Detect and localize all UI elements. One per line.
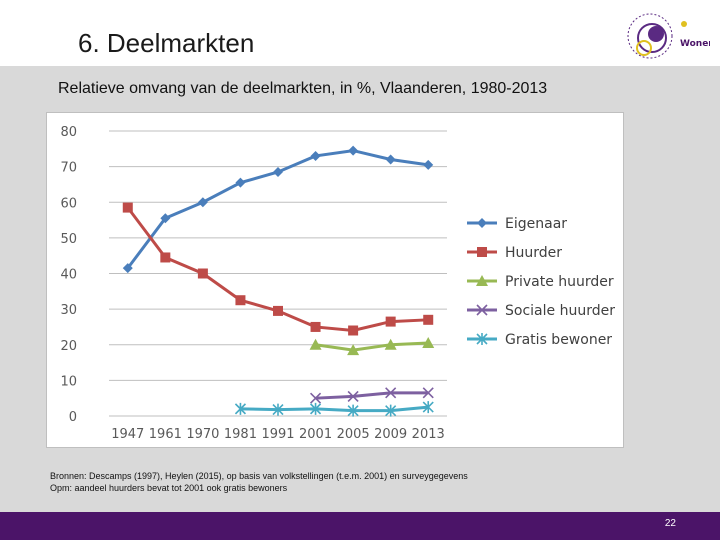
x-tick-label: 2013 xyxy=(412,427,445,442)
content-area: Relatieve omvang van de deelmarkten, in … xyxy=(0,66,720,512)
data-point-eigenaar xyxy=(385,154,396,165)
remark-note: Opm: aandeel huurders bevat tot 2001 ook… xyxy=(50,483,288,493)
data-point-huurder xyxy=(348,325,359,336)
y-tick-label: 80 xyxy=(60,125,77,140)
data-point-private-huurder xyxy=(347,344,360,356)
data-point-gratis-bewoner xyxy=(385,404,397,417)
data-point-huurder xyxy=(310,321,321,332)
data-point-huurder xyxy=(197,268,208,279)
y-tick-label: 20 xyxy=(60,339,77,354)
y-tick-label: 30 xyxy=(60,303,77,318)
data-point-gratis-bewoner xyxy=(234,402,247,415)
legend-marker-private-huurder xyxy=(476,275,488,286)
data-point-eigenaar xyxy=(273,166,283,177)
data-point-private-huurder xyxy=(384,338,397,350)
x-tick-label: 1961 xyxy=(149,427,182,442)
series-line-gratis-bewoner xyxy=(240,405,429,413)
legend-label-huurder: Huurder xyxy=(505,245,562,261)
data-point-sociale-huurder xyxy=(422,387,434,399)
data-point-huurder xyxy=(122,202,133,213)
data-point-gratis-bewoner xyxy=(309,402,322,415)
data-point-eigenaar xyxy=(235,177,246,188)
y-tick-label: 40 xyxy=(60,268,77,283)
x-tick-label: 1981 xyxy=(224,427,257,442)
data-point-huurder xyxy=(160,252,171,263)
legend-marker-huurder xyxy=(477,247,487,257)
data-point-eigenaar xyxy=(197,197,208,208)
data-point-huurder xyxy=(273,305,283,316)
wonen-logo: Wonen xyxy=(614,6,715,64)
x-tick-label: 2001 xyxy=(299,427,332,442)
slide-title: 6. Deelmarkten xyxy=(78,28,255,58)
x-tick-label: 2009 xyxy=(374,427,407,442)
data-point-eigenaar xyxy=(423,159,434,170)
legend-marker-eigenaar xyxy=(477,218,487,228)
data-point-gratis-bewoner xyxy=(422,401,434,414)
data-point-eigenaar xyxy=(122,263,133,274)
data-point-sociale-huurder xyxy=(309,392,322,404)
series-line-private-huurder xyxy=(315,341,429,352)
x-tick-label: 1970 xyxy=(186,427,219,442)
y-tick-label: 50 xyxy=(60,232,77,247)
data-point-sociale-huurder xyxy=(385,387,397,399)
data-point-gratis-bewoner xyxy=(272,403,284,416)
data-point-huurder xyxy=(235,295,246,306)
y-tick-label: 10 xyxy=(60,374,77,389)
line-chart: 0 10 20 30 40 50 60 70 80 1947 1961 1970 1981 1991 200… xyxy=(60,125,615,442)
legend-label-gratis-bewoner: Gratis bewoner xyxy=(505,332,612,348)
page-number: 22 xyxy=(664,518,676,529)
footer-bar: 22 xyxy=(0,512,720,540)
legend-label-private-huurder: Private huurder xyxy=(505,274,614,290)
y-tick-label: 0 xyxy=(69,410,77,425)
data-point-gratis-bewoner xyxy=(347,404,359,417)
logo-text: Wonen xyxy=(680,39,710,49)
legend-label-eigenaar: Eigenaar xyxy=(505,216,567,232)
data-point-sociale-huurder xyxy=(347,390,359,402)
data-point-huurder xyxy=(385,316,396,327)
y-tick-label: 70 xyxy=(60,161,77,176)
series-line-sociale-huurder xyxy=(315,391,429,400)
x-tick-label: 1947 xyxy=(111,427,144,442)
data-point-private-huurder xyxy=(309,338,322,350)
chart-title: Relatieve omvang van de deelmarkten, in … xyxy=(58,80,548,97)
data-point-huurder xyxy=(423,314,434,325)
chart-container: 0 10 20 30 40 50 60 70 80 1947 1961 1970 1981 1991 200… xyxy=(46,112,624,448)
legend-marker-sociale-huurder xyxy=(476,304,488,316)
data-point-eigenaar xyxy=(160,213,171,224)
chart-notes: Bronnen: Descamps (1997), Heylen (2015),… xyxy=(50,470,468,494)
legend-marker-gratis-bewoner xyxy=(476,333,488,345)
legend-label-sociale-huurder: Sociale huurder xyxy=(505,303,615,319)
x-tick-label: 2005 xyxy=(337,427,370,442)
data-point-eigenaar xyxy=(348,145,359,156)
data-point-eigenaar xyxy=(310,150,321,161)
y-tick-label: 60 xyxy=(60,196,77,211)
data-point-private-huurder xyxy=(422,336,435,348)
x-tick-label: 1991 xyxy=(261,427,294,442)
source-note: Bronnen: Descamps (1997), Heylen (2015),… xyxy=(50,471,468,481)
